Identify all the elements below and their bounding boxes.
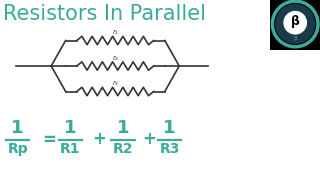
- Text: β: β: [293, 36, 297, 41]
- Text: Rp: Rp: [7, 142, 28, 156]
- Text: R3: R3: [159, 142, 180, 156]
- Text: 1: 1: [117, 119, 130, 137]
- Text: r₂: r₂: [112, 55, 118, 61]
- Text: R2: R2: [113, 142, 133, 156]
- Text: 1: 1: [64, 119, 77, 137]
- Circle shape: [276, 5, 315, 43]
- Text: 1: 1: [163, 119, 176, 137]
- Text: +: +: [142, 130, 156, 148]
- Text: 1: 1: [11, 119, 24, 137]
- Text: +: +: [92, 130, 106, 148]
- Text: =: =: [43, 130, 57, 148]
- Text: β: β: [291, 15, 300, 28]
- Circle shape: [284, 12, 306, 34]
- Text: r₁: r₁: [112, 29, 118, 35]
- Text: R1: R1: [60, 142, 81, 156]
- Text: r₃: r₃: [112, 80, 118, 86]
- Text: Resistors In Parallel: Resistors In Parallel: [3, 4, 206, 24]
